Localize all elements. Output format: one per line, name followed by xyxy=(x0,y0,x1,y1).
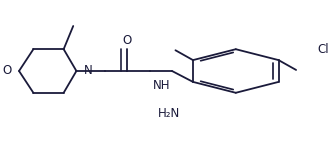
Text: O: O xyxy=(123,34,132,47)
Text: O: O xyxy=(3,64,12,78)
Text: Cl: Cl xyxy=(317,43,329,56)
Text: N: N xyxy=(83,64,92,78)
Text: H₂N: H₂N xyxy=(158,107,180,120)
Text: NH: NH xyxy=(153,79,170,92)
